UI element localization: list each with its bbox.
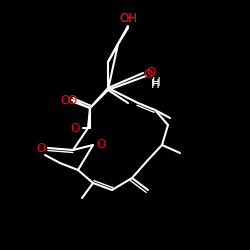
Text: O: O: [68, 94, 76, 106]
Text: O: O: [37, 142, 46, 154]
Text: O: O: [61, 94, 70, 106]
Text: O: O: [146, 66, 155, 80]
Text: H: H: [152, 76, 161, 88]
Text: O: O: [96, 138, 105, 151]
Text: OH: OH: [119, 12, 137, 24]
Text: OH: OH: [119, 12, 137, 24]
Text: H: H: [150, 78, 160, 90]
Text: O: O: [71, 122, 80, 134]
Text: O: O: [144, 68, 152, 82]
